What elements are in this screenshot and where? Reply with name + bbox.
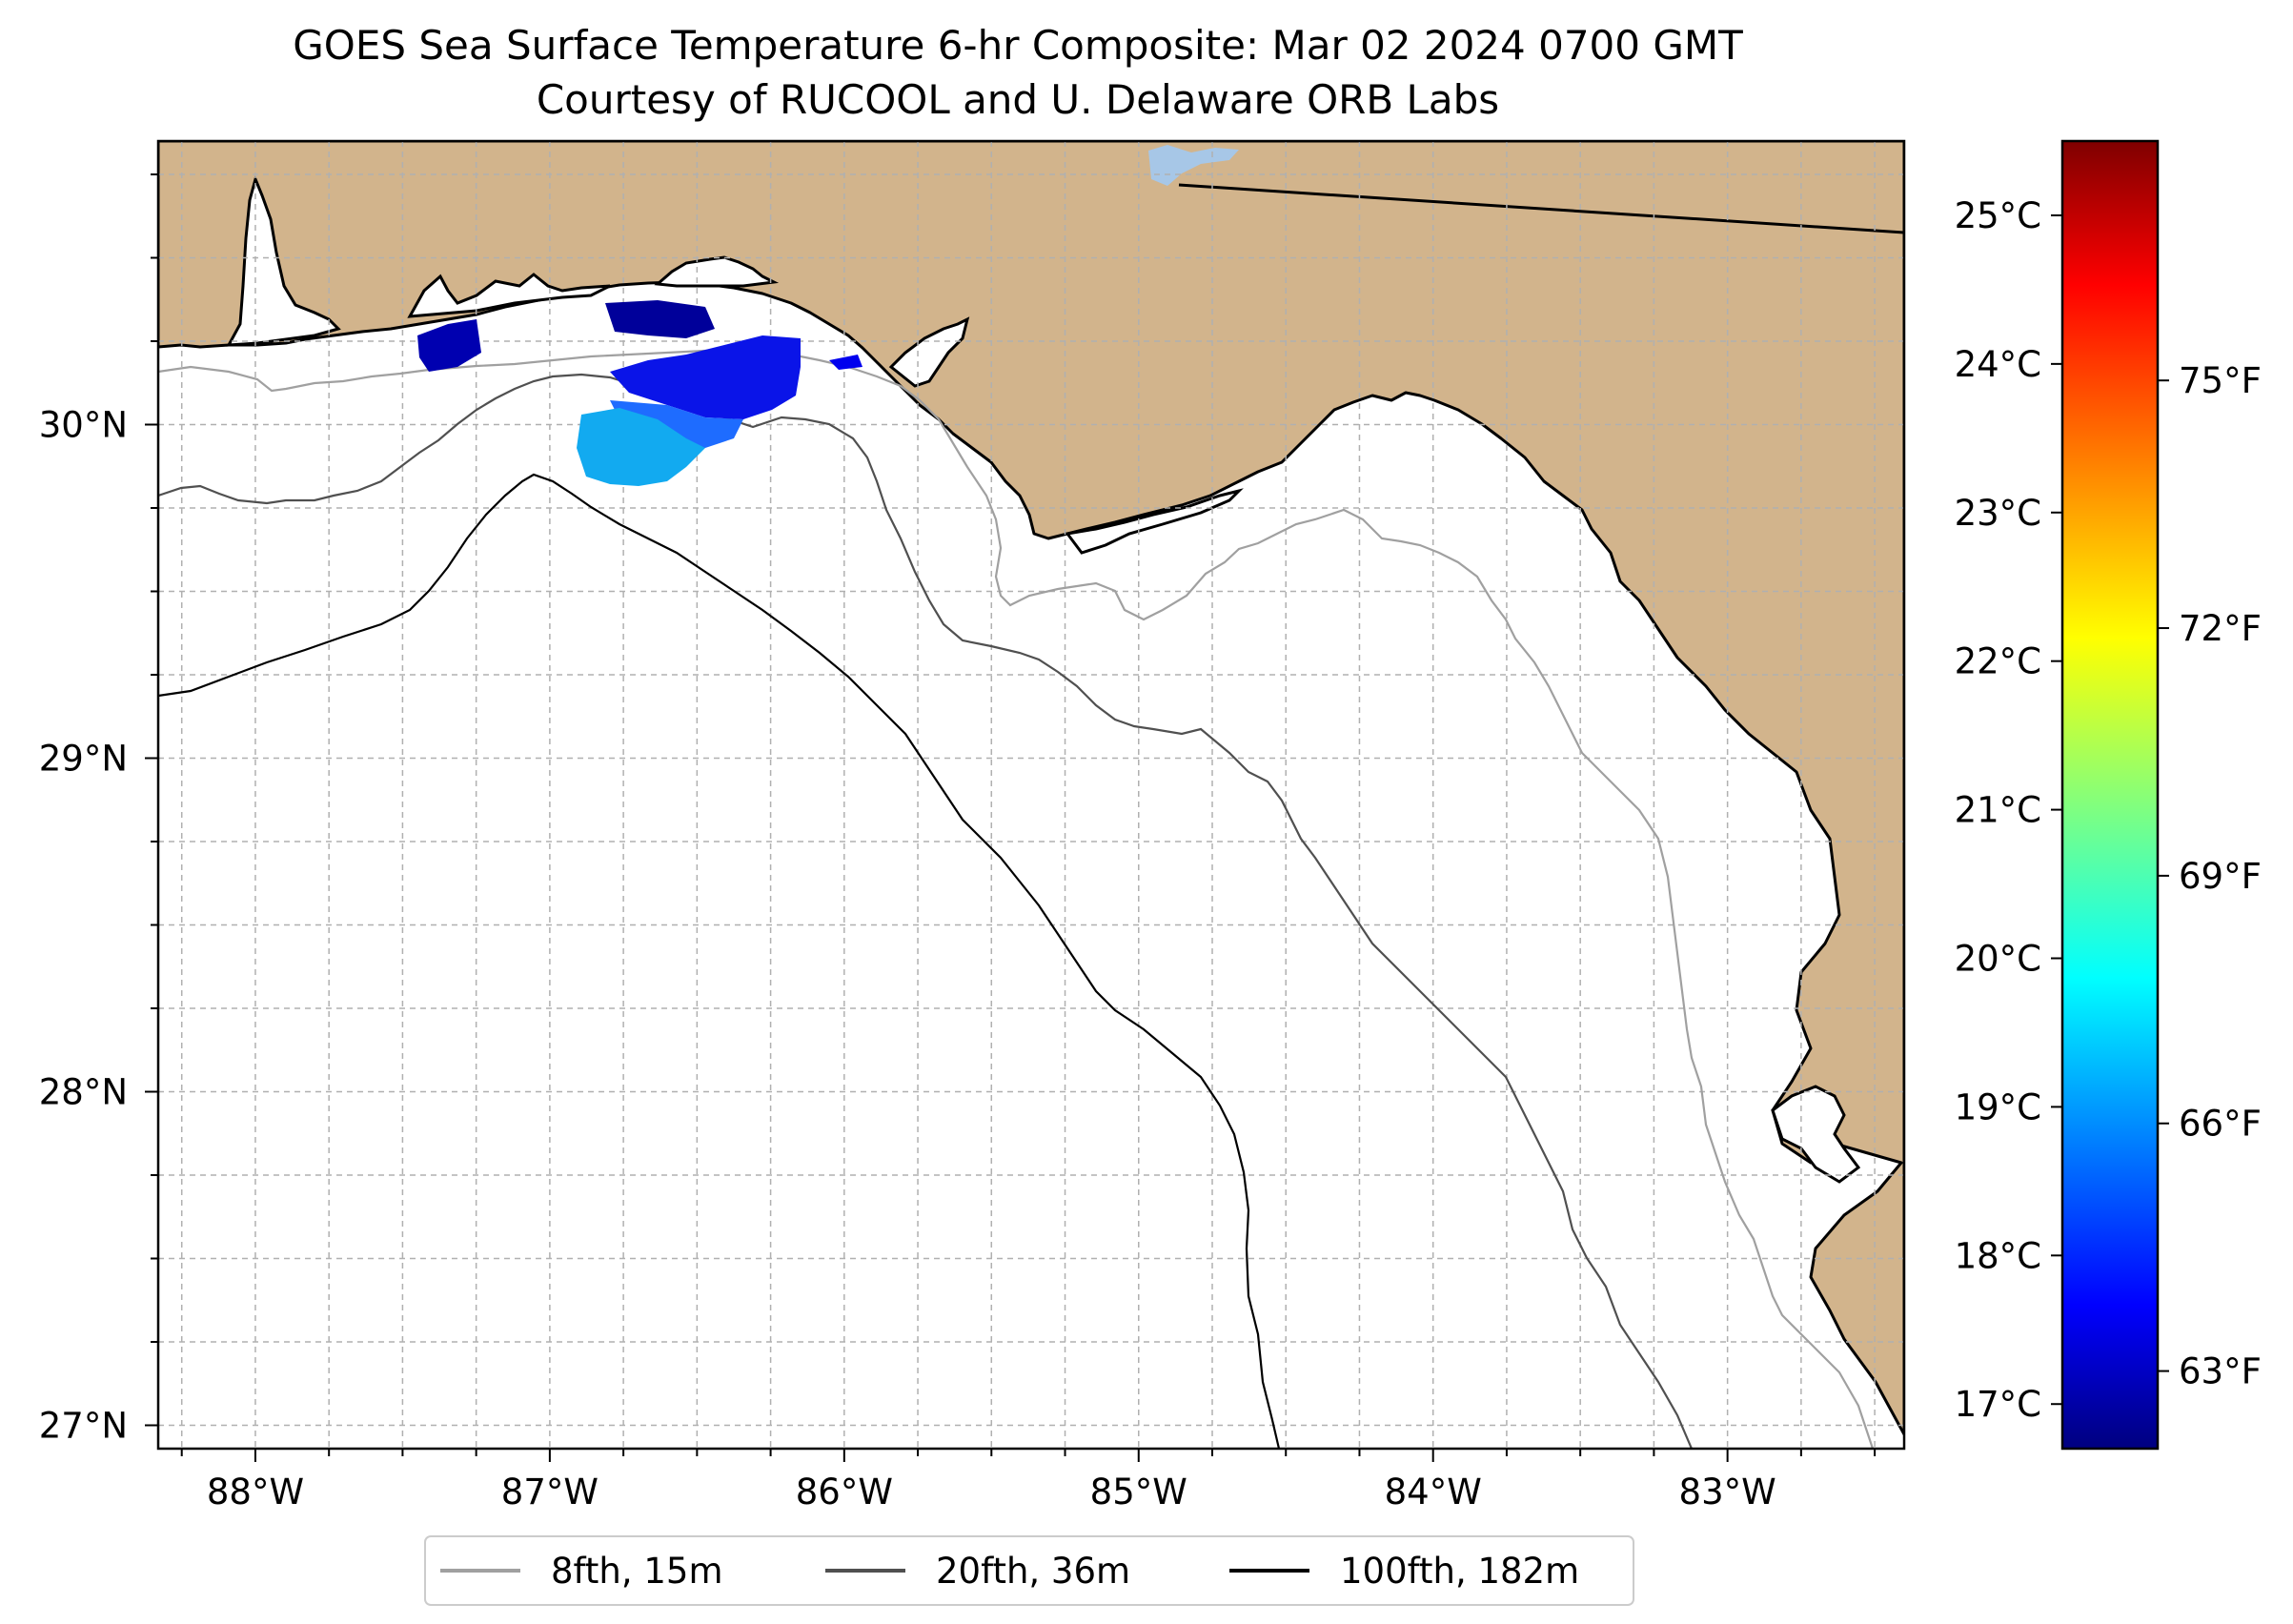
- fahrenheit-tick-label: 75°F: [2179, 360, 2262, 401]
- celsius-tick-label: 19°C: [1955, 1086, 2041, 1127]
- title-line-1: GOES Sea Surface Temperature 6-hr Compos…: [293, 22, 1743, 69]
- x-tick-label: 87°W: [501, 1472, 599, 1512]
- contour-20fth: [158, 373, 1694, 1449]
- legend: 8fth, 15m 20fth, 36m 100fth, 182m: [424, 1535, 1634, 1606]
- sst-patch-west: [417, 319, 481, 372]
- legend-label-8fth: 8fth, 15m: [551, 1551, 723, 1592]
- mobile-bay: [226, 174, 341, 347]
- fahrenheit-tick-label: 72°F: [2179, 608, 2262, 649]
- sst-data: [417, 300, 862, 486]
- colorbar-celsius-ticks: 17°C 18°C 19°C 20°C 21°C 22°C 23°C 24°C 25°C: [1955, 195, 2062, 1425]
- legend-label-20fth: 20fth, 36m: [936, 1551, 1130, 1592]
- celsius-tick-label: 18°C: [1955, 1235, 2041, 1276]
- x-tick-label: 83°W: [1679, 1472, 1776, 1512]
- celsius-tick-label: 25°C: [1955, 195, 2041, 236]
- celsius-tick-label: 21°C: [1955, 790, 2041, 831]
- pensacola-bay: [407, 273, 611, 318]
- lake: [1148, 145, 1239, 186]
- apalachicola-bay: [1065, 488, 1244, 555]
- legend-box: [424, 1535, 1634, 1606]
- colorbar: [2060, 139, 2160, 1451]
- x-tick-label: 85°W: [1090, 1472, 1187, 1512]
- y-tick-label: 27°N: [39, 1406, 128, 1447]
- fahrenheit-tick-label: 69°F: [2179, 856, 2262, 897]
- fahrenheit-tick-label: 63°F: [2179, 1351, 2262, 1392]
- y-axis: 27°N 28°N 29°N 30°N: [39, 173, 158, 1447]
- x-axis: 88°W 87°W 86°W 85°W 84°W 83°W: [180, 1449, 1877, 1512]
- celsius-tick-label: 17°C: [1955, 1384, 2041, 1425]
- legend-label-100fth: 100fth, 182m: [1340, 1551, 1579, 1592]
- fahrenheit-tick-label: 66°F: [2179, 1104, 2262, 1145]
- sst-patch-east: [829, 355, 862, 370]
- title-line-2: Courtesy of RUCOOL and U. Delaware ORB L…: [537, 76, 1499, 123]
- x-tick-label: 84°W: [1385, 1472, 1482, 1512]
- celsius-tick-label: 23°C: [1955, 493, 2041, 534]
- celsius-tick-label: 20°C: [1955, 939, 2041, 980]
- contour-8fth: [158, 347, 1875, 1449]
- sst-patch-center: [610, 335, 801, 419]
- map-area: [158, 141, 1904, 1449]
- map-frame: [156, 139, 1906, 1451]
- sst-patch-south: [577, 408, 705, 486]
- contour-100fth: [158, 473, 1281, 1449]
- x-tick-label: 86°W: [796, 1472, 893, 1512]
- y-tick-label: 30°N: [39, 405, 128, 446]
- x-tick-label: 88°W: [207, 1472, 304, 1512]
- colorbar-fahrenheit-ticks: 63°F 66°F 69°F 72°F 75°F: [2158, 360, 2262, 1392]
- st-andrew-bay: [888, 316, 970, 388]
- state-boundary: [1178, 183, 1904, 234]
- choctawhatchee-bay: [654, 255, 780, 288]
- gridlines: [158, 141, 1904, 1449]
- sst-patch-nw: [605, 300, 715, 338]
- celsius-tick-label: 22°C: [1955, 641, 2041, 682]
- y-tick-label: 29°N: [39, 739, 128, 780]
- y-tick-label: 28°N: [39, 1072, 128, 1113]
- celsius-tick-label: 24°C: [1955, 344, 2041, 385]
